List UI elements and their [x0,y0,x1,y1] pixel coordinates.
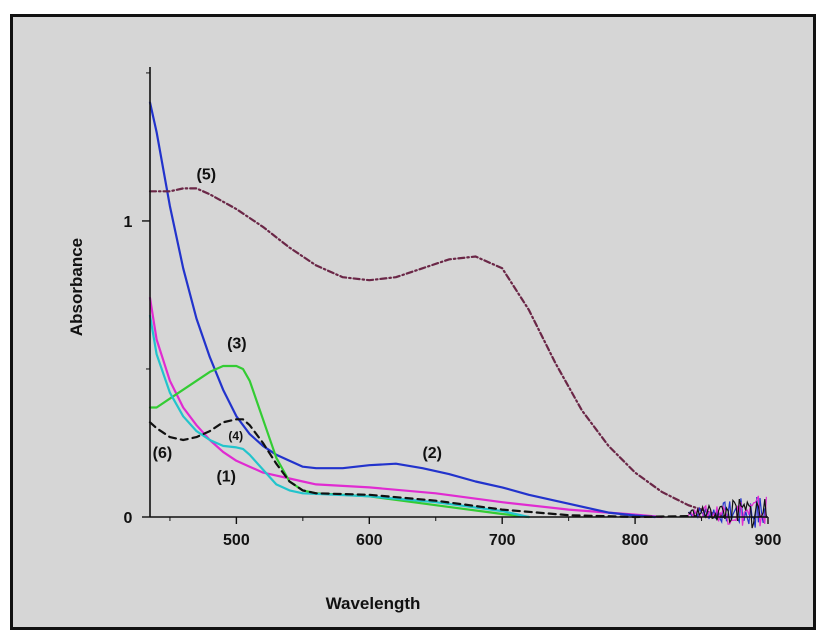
absorbance-chart: 500 600 700 800 900 0 1 (1) (2) (3) (4) (5) (6) Wav… [67,67,782,613]
x-tick-label: 900 [755,532,782,549]
series-label-1: (1) [216,468,236,485]
x-axis-title: Wavelength [326,594,421,613]
x-tick-label: 700 [489,532,516,549]
x-tick-label: 800 [622,532,649,549]
x-tick-label: 500 [223,532,250,549]
series-line-2 [148,101,657,519]
axes-group: 500 600 700 800 900 0 1 [124,67,782,549]
series-label-3: (3) [227,335,247,352]
series-label-5: (5) [197,167,217,184]
labels-group: (1) (2) (3) (4) (5) (6) [153,167,442,486]
noise-trace-3 [687,498,767,529]
curves-group [148,101,767,529]
y-tick-label: 1 [124,214,133,231]
series-label-2: (2) [422,445,442,462]
series-line-4 [148,314,530,519]
series-line-6 [148,418,730,519]
y-tick-label: 0 [124,510,133,527]
series-line-1 [148,296,663,519]
y-axis-title: Absorbance [67,238,86,336]
x-tick-label: 600 [356,532,383,549]
series-line-5 [148,187,730,519]
figure-frame: 500 600 700 800 900 0 1 (1) (2) (3) (4) (5) (6) Wav… [10,14,816,630]
series-label-4: (4) [228,429,243,443]
series-label-6: (6) [153,445,173,462]
